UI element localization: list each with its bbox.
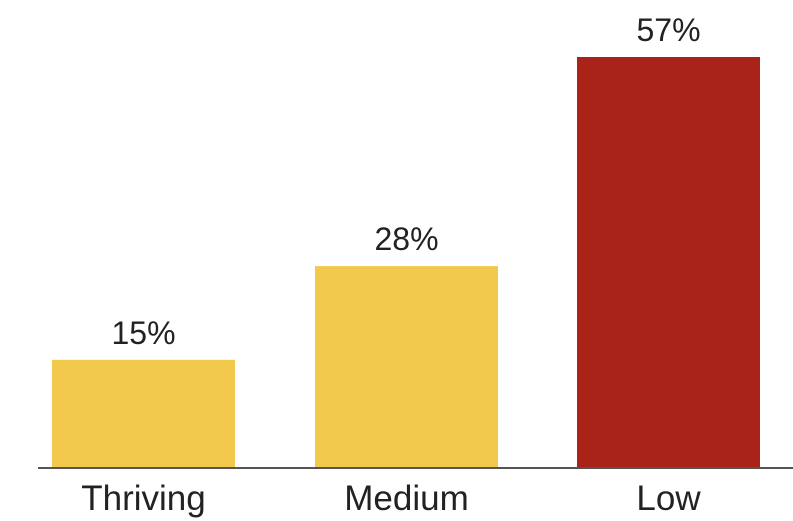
value-labels-layer: 15% 28% 57% bbox=[111, 12, 700, 351]
x-tick-label-low: Low bbox=[636, 479, 701, 518]
x-tick-label-thriving: Thriving bbox=[81, 479, 205, 518]
x-tick-label-medium: Medium bbox=[344, 479, 468, 518]
value-label-medium: 28% bbox=[374, 221, 438, 257]
bar-low bbox=[577, 57, 760, 468]
bar-thriving bbox=[52, 359, 235, 468]
bars-layer bbox=[52, 57, 760, 468]
bar-medium bbox=[315, 266, 498, 468]
x-tick-labels-layer: Thriving Medium Low bbox=[81, 479, 701, 518]
value-label-thriving: 15% bbox=[111, 315, 175, 351]
value-label-low: 57% bbox=[636, 12, 700, 48]
